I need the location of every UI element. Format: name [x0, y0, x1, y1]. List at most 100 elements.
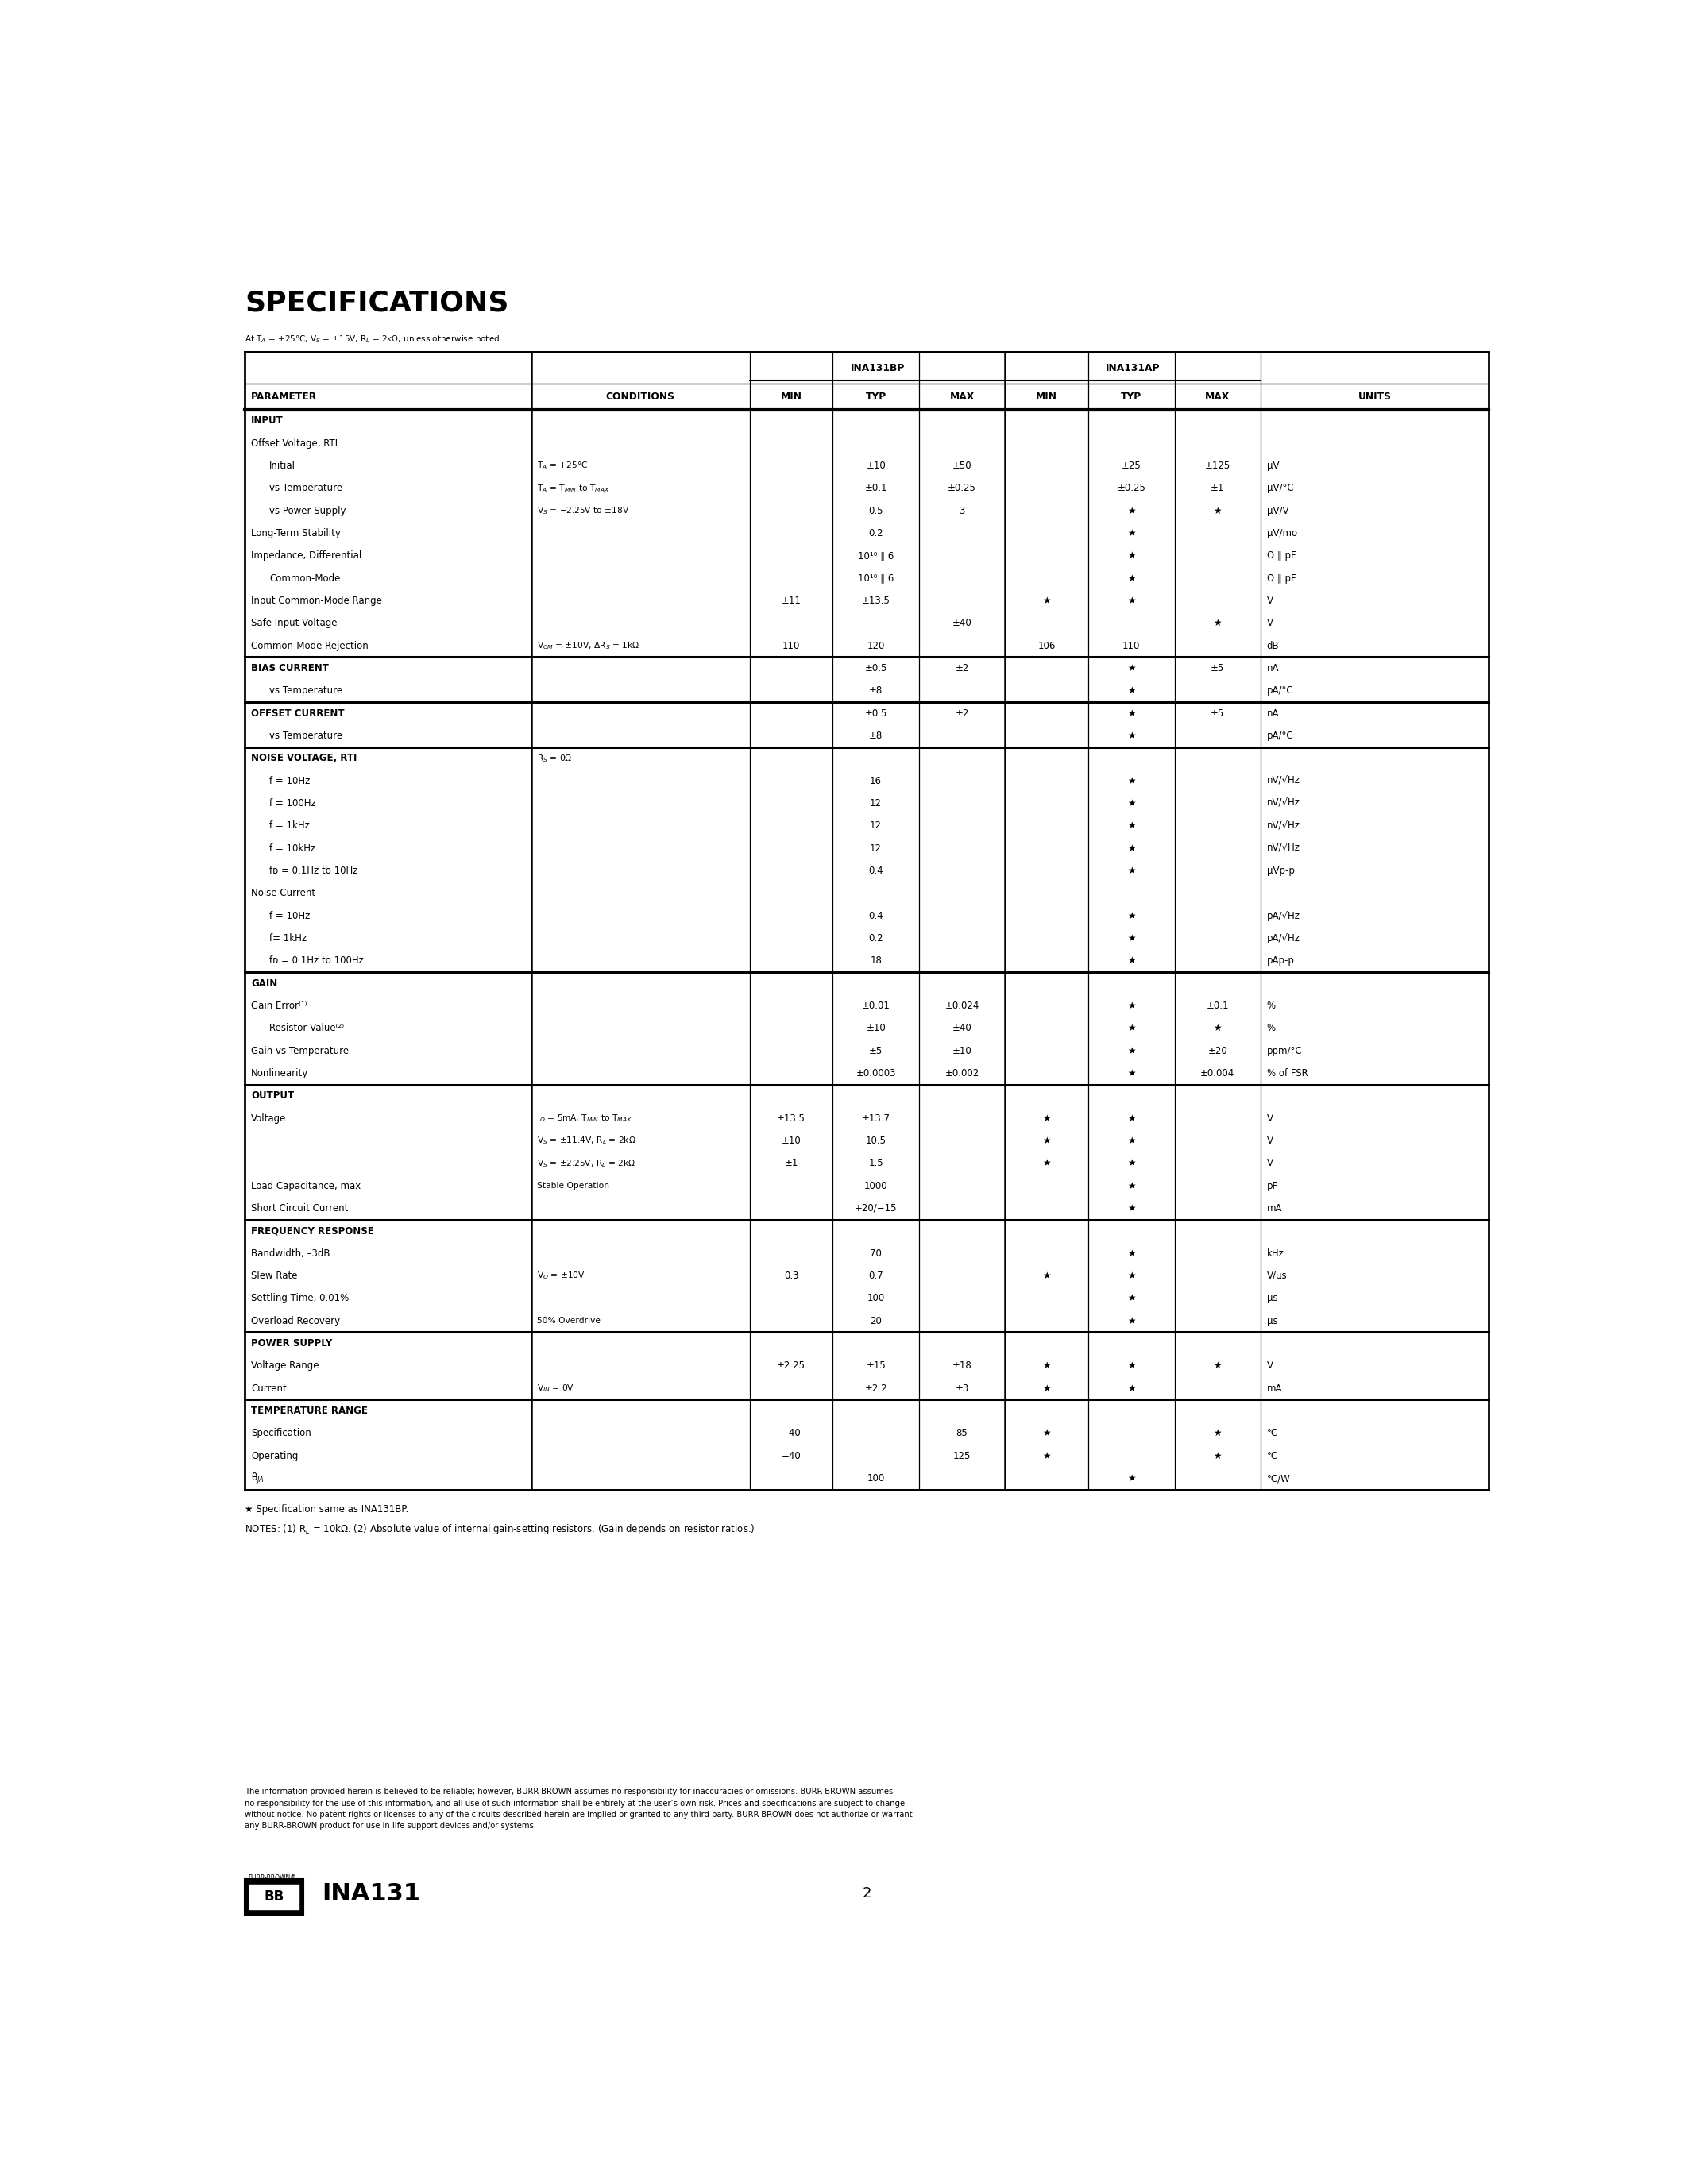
Text: ±1: ±1 — [1210, 483, 1224, 494]
Text: UNITS: UNITS — [1357, 391, 1391, 402]
Text: %: % — [1266, 1000, 1276, 1011]
Text: V: V — [1266, 1136, 1273, 1147]
Text: f= 1kHz: f= 1kHz — [270, 933, 307, 943]
Text: 12: 12 — [869, 843, 881, 854]
Text: ±2.25: ±2.25 — [776, 1361, 805, 1372]
Text: ★: ★ — [1128, 1000, 1136, 1011]
Text: ±0.01: ±0.01 — [861, 1000, 890, 1011]
Text: 0.4: 0.4 — [869, 911, 883, 922]
Text: kHz: kHz — [1266, 1249, 1285, 1258]
Text: ★: ★ — [1043, 1271, 1052, 1282]
Text: INA131AP: INA131AP — [1106, 363, 1160, 373]
Text: ★ Specification same as INA131BP.: ★ Specification same as INA131BP. — [245, 1505, 408, 1516]
Text: ★: ★ — [1128, 732, 1136, 740]
Text: V$_{IN}$ = 0V: V$_{IN}$ = 0V — [537, 1382, 574, 1393]
Text: Safe Input Voltage: Safe Input Voltage — [252, 618, 338, 629]
Text: 100: 100 — [868, 1474, 885, 1483]
Text: NOTES: (1) R$_L$ = 10kΩ. (2) Absolute value of internal gain-setting resistors. : NOTES: (1) R$_L$ = 10kΩ. (2) Absolute va… — [245, 1522, 755, 1535]
Text: ±0.5: ±0.5 — [864, 708, 888, 719]
Text: ★: ★ — [1128, 1249, 1136, 1258]
Text: pAp-p: pAp-p — [1266, 957, 1295, 965]
Text: ★: ★ — [1128, 957, 1136, 965]
Text: ±13.5: ±13.5 — [861, 596, 890, 605]
Text: nV/√Hz: nV/√Hz — [1266, 843, 1300, 854]
Text: mA: mA — [1266, 1382, 1283, 1393]
Text: dB: dB — [1266, 640, 1280, 651]
Text: V: V — [1266, 1361, 1273, 1372]
Text: TEMPERATURE RANGE: TEMPERATURE RANGE — [252, 1406, 368, 1415]
Text: ±3: ±3 — [955, 1382, 969, 1393]
Text: ±11: ±11 — [782, 596, 802, 605]
Text: f = 10kHz: f = 10kHz — [270, 843, 316, 854]
Text: μVp-p: μVp-p — [1266, 865, 1295, 876]
Text: Slew Rate: Slew Rate — [252, 1271, 297, 1282]
Text: nV/√Hz: nV/√Hz — [1266, 797, 1300, 808]
Text: −40: −40 — [782, 1450, 802, 1461]
Text: % of FSR: % of FSR — [1266, 1068, 1308, 1079]
Text: V$_S$ = −2.25V to ±18V: V$_S$ = −2.25V to ±18V — [537, 505, 630, 515]
Text: nA: nA — [1266, 664, 1280, 673]
Text: OFFSET CURRENT: OFFSET CURRENT — [252, 708, 344, 719]
Text: f = 10Hz: f = 10Hz — [270, 911, 311, 922]
Text: V/μs: V/μs — [1266, 1271, 1288, 1282]
Text: Gain vs Temperature: Gain vs Temperature — [252, 1046, 349, 1057]
Text: 106: 106 — [1038, 640, 1055, 651]
Text: ±10: ±10 — [952, 1046, 972, 1057]
Text: ★: ★ — [1214, 1428, 1222, 1439]
Text: Common-Mode: Common-Mode — [270, 572, 341, 583]
Text: 85: 85 — [955, 1428, 967, 1439]
Text: Initial: Initial — [270, 461, 295, 472]
Text: 1000: 1000 — [864, 1182, 888, 1190]
Text: PARAMETER: PARAMETER — [252, 391, 317, 402]
Text: ★: ★ — [1128, 550, 1136, 561]
Text: FREQUENCY RESPONSE: FREQUENCY RESPONSE — [252, 1225, 375, 1236]
Text: f = 100Hz: f = 100Hz — [270, 797, 316, 808]
Text: 1.5: 1.5 — [869, 1158, 883, 1168]
Text: ★: ★ — [1128, 708, 1136, 719]
Text: ±0.1: ±0.1 — [864, 483, 888, 494]
Text: ★: ★ — [1128, 775, 1136, 786]
Bar — [250, 1885, 299, 1909]
Text: ★: ★ — [1128, 911, 1136, 922]
Text: ★: ★ — [1128, 686, 1136, 697]
Text: GAIN: GAIN — [252, 978, 277, 989]
Text: ★: ★ — [1128, 1315, 1136, 1326]
Text: Offset Voltage, RTI: Offset Voltage, RTI — [252, 439, 338, 448]
Text: Current: Current — [252, 1382, 287, 1393]
Text: ±0.024: ±0.024 — [945, 1000, 979, 1011]
Text: NOISE VOLTAGE, RTI: NOISE VOLTAGE, RTI — [252, 753, 356, 764]
Text: ★: ★ — [1128, 1022, 1136, 1033]
Text: Voltage Range: Voltage Range — [252, 1361, 319, 1372]
Text: °C: °C — [1266, 1450, 1278, 1461]
Text: pA/°C: pA/°C — [1266, 732, 1293, 740]
Text: 0.2: 0.2 — [869, 529, 883, 539]
Text: ★: ★ — [1128, 797, 1136, 808]
Bar — [245, 352, 1489, 1489]
Text: ±50: ±50 — [952, 461, 972, 472]
Text: ★: ★ — [1128, 596, 1136, 605]
Text: Voltage: Voltage — [252, 1114, 287, 1123]
Text: f = 1kHz: f = 1kHz — [270, 821, 311, 830]
Text: V: V — [1266, 1114, 1273, 1123]
Text: Input Common-Mode Range: Input Common-Mode Range — [252, 596, 381, 605]
Text: μV/°C: μV/°C — [1266, 483, 1293, 494]
Text: ★: ★ — [1043, 1114, 1052, 1123]
Text: ★: ★ — [1128, 1203, 1136, 1214]
Text: ±2.2: ±2.2 — [864, 1382, 888, 1393]
Text: 70: 70 — [869, 1249, 881, 1258]
Text: POWER SUPPLY: POWER SUPPLY — [252, 1339, 333, 1348]
Text: ★: ★ — [1128, 1182, 1136, 1190]
Text: ±40: ±40 — [952, 1022, 972, 1033]
Text: ±5: ±5 — [1210, 708, 1224, 719]
Text: Stable Operation: Stable Operation — [537, 1182, 609, 1190]
Text: 120: 120 — [868, 640, 885, 651]
Text: 110: 110 — [782, 640, 800, 651]
Text: ★: ★ — [1043, 1450, 1052, 1461]
Text: ±8: ±8 — [869, 732, 883, 740]
Text: μV/V: μV/V — [1266, 505, 1288, 515]
Text: ★: ★ — [1043, 1158, 1052, 1168]
Text: MIN: MIN — [780, 391, 802, 402]
Text: Gain Error⁽¹⁾: Gain Error⁽¹⁾ — [252, 1000, 307, 1011]
Text: V$_S$ = ±2.25V, R$_L$ = 2kΩ: V$_S$ = ±2.25V, R$_L$ = 2kΩ — [537, 1158, 636, 1168]
Text: °C: °C — [1266, 1428, 1278, 1439]
